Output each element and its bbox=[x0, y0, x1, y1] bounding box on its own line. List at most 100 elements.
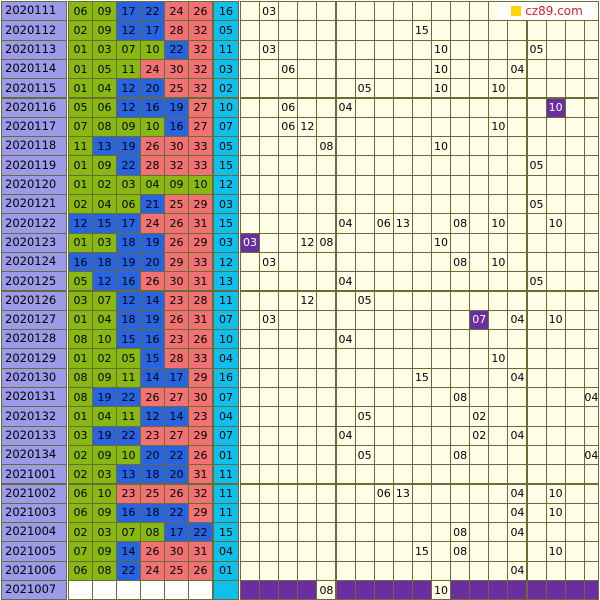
issue-number-cell[interactable]: 2020119 bbox=[1, 155, 67, 176]
red-ball-cell: 29 bbox=[164, 251, 189, 273]
red-ball-cell: 13 bbox=[116, 464, 141, 485]
trend-value-cell: 06 bbox=[278, 116, 299, 138]
issue-number-cell[interactable]: 2020115 bbox=[1, 78, 67, 99]
trend-empty-cell bbox=[469, 58, 490, 80]
trend-empty-cell bbox=[373, 271, 394, 292]
issue-number-cell[interactable]: 2021002 bbox=[1, 483, 67, 504]
trend-empty-cell bbox=[488, 502, 509, 524]
trend-empty-cell bbox=[450, 502, 471, 524]
trend-empty-cell bbox=[431, 329, 452, 350]
red-ball-cell: 05 bbox=[68, 271, 93, 292]
trend-empty-cell bbox=[469, 1, 490, 22]
red-ball-cell: 02 bbox=[68, 20, 93, 41]
trend-empty-cell bbox=[240, 97, 261, 118]
trend-empty-cell bbox=[278, 174, 299, 195]
trend-empty-cell bbox=[278, 309, 299, 331]
trend-empty-cell bbox=[335, 155, 356, 176]
issue-number-cell[interactable]: 2020133 bbox=[1, 425, 67, 446]
issue-number-cell[interactable]: 2020113 bbox=[1, 39, 67, 60]
red-ball-cell: 16 bbox=[140, 97, 165, 118]
issue-number-cell[interactable]: 2020129 bbox=[1, 348, 67, 369]
issue-number-cell[interactable]: 2020134 bbox=[1, 444, 67, 466]
issue-number-cell[interactable]: 2020128 bbox=[1, 329, 67, 350]
trend-empty-cell bbox=[507, 155, 528, 176]
red-ball-cell: 20 bbox=[164, 464, 189, 485]
issue-number-cell[interactable]: 2020120 bbox=[1, 174, 67, 195]
trend-empty-cell bbox=[469, 290, 490, 311]
red-ball-cell: 26 bbox=[188, 444, 213, 466]
red-ball-cell: 22 bbox=[164, 444, 189, 466]
issue-number-cell[interactable]: 2020130 bbox=[1, 367, 67, 388]
issue-number-cell[interactable]: 2020112 bbox=[1, 20, 67, 41]
issue-number-cell[interactable]: 2020124 bbox=[1, 251, 67, 273]
trend-empty-cell bbox=[354, 483, 375, 504]
trend-empty-cell bbox=[259, 213, 280, 234]
red-ball-cell: 32 bbox=[188, 483, 213, 504]
red-ball-cell: 06 bbox=[68, 1, 93, 22]
issue-number-cell[interactable]: 2021005 bbox=[1, 541, 67, 562]
issue-number-cell[interactable]: 2020111 bbox=[1, 1, 67, 22]
trend-empty-cell bbox=[240, 155, 261, 176]
issue-number-cell[interactable]: 2021007 bbox=[1, 580, 67, 600]
trend-empty-cell bbox=[469, 444, 490, 466]
red-ball-cell: 17 bbox=[164, 367, 189, 388]
trend-empty-cell bbox=[316, 541, 337, 562]
issue-number-cell[interactable]: 2021006 bbox=[1, 560, 67, 581]
red-ball-cell: 19 bbox=[140, 309, 165, 331]
issue-number-cell[interactable]: 2020121 bbox=[1, 194, 67, 215]
trend-empty-cell bbox=[335, 387, 356, 408]
red-ball-cell: 08 bbox=[140, 522, 165, 543]
trend-empty-cell bbox=[488, 39, 509, 60]
trend-empty-cell bbox=[316, 387, 337, 408]
trend-value-cell: 04 bbox=[507, 425, 528, 446]
trend-empty-cell bbox=[411, 1, 432, 22]
trend-value-cell: 05 bbox=[526, 155, 547, 176]
trend-empty-cell bbox=[240, 174, 261, 195]
red-ball-cell: 01 bbox=[68, 78, 93, 99]
issue-number-cell[interactable]: 2020114 bbox=[1, 58, 67, 80]
red-ball-cell: 27 bbox=[188, 116, 213, 138]
issue-number-cell[interactable]: 2021003 bbox=[1, 502, 67, 524]
red-ball-cell: 14 bbox=[116, 541, 141, 562]
trend-empty-cell bbox=[507, 387, 528, 408]
red-ball-cell: 22 bbox=[140, 1, 165, 22]
trend-value-cell: 15 bbox=[411, 367, 432, 388]
issue-number-cell[interactable]: 2021004 bbox=[1, 522, 67, 543]
issue-number-cell[interactable]: 2021001 bbox=[1, 464, 67, 485]
trend-empty-cell bbox=[564, 136, 585, 157]
issue-number-cell[interactable]: 2020122 bbox=[1, 213, 67, 234]
red-ball-cell: 05 bbox=[92, 58, 117, 80]
trend-empty-cell bbox=[278, 1, 299, 22]
trend-empty-cell bbox=[431, 348, 452, 369]
trend-empty-cell bbox=[240, 348, 261, 369]
blue-ball-cell: 05 bbox=[213, 136, 239, 157]
site-logo[interactable]: cz89.com bbox=[498, 2, 596, 20]
red-ball-cell: 01 bbox=[68, 39, 93, 60]
red-ball-cell: 19 bbox=[140, 232, 165, 253]
issue-number-cell[interactable]: 2020117 bbox=[1, 116, 67, 138]
issue-number-cell[interactable]: 2020132 bbox=[1, 406, 67, 427]
blue-ball-cell: 11 bbox=[213, 290, 239, 311]
trend-empty-cell bbox=[373, 348, 394, 369]
trend-empty-cell bbox=[488, 290, 509, 311]
trend-empty-cell bbox=[469, 78, 490, 99]
issue-number-cell[interactable]: 2020118 bbox=[1, 136, 67, 157]
issue-number-cell[interactable]: 2020127 bbox=[1, 309, 67, 331]
issue-number-cell[interactable]: 2020123 bbox=[1, 232, 67, 253]
trend-empty-cell bbox=[526, 136, 547, 157]
trend-empty-cell bbox=[392, 58, 413, 80]
trend-value-cell: 10 bbox=[545, 309, 566, 331]
trend-empty-cell bbox=[297, 329, 318, 350]
trend-value-cell: 03 bbox=[259, 1, 280, 22]
trend-empty-cell bbox=[545, 522, 566, 543]
trend-value-cell: 05 bbox=[354, 78, 375, 99]
trend-empty-cell bbox=[297, 251, 318, 273]
issue-number-cell[interactable]: 2020125 bbox=[1, 271, 67, 292]
red-ball-cell: 23 bbox=[188, 406, 213, 427]
issue-number-cell[interactable]: 2020116 bbox=[1, 97, 67, 118]
issue-number-cell[interactable]: 2020126 bbox=[1, 290, 67, 311]
trend-empty-cell bbox=[392, 174, 413, 195]
issue-number-cell[interactable]: 2020131 bbox=[1, 387, 67, 408]
trend-empty-cell bbox=[259, 78, 280, 99]
trend-value-cell: 04 bbox=[507, 367, 528, 388]
